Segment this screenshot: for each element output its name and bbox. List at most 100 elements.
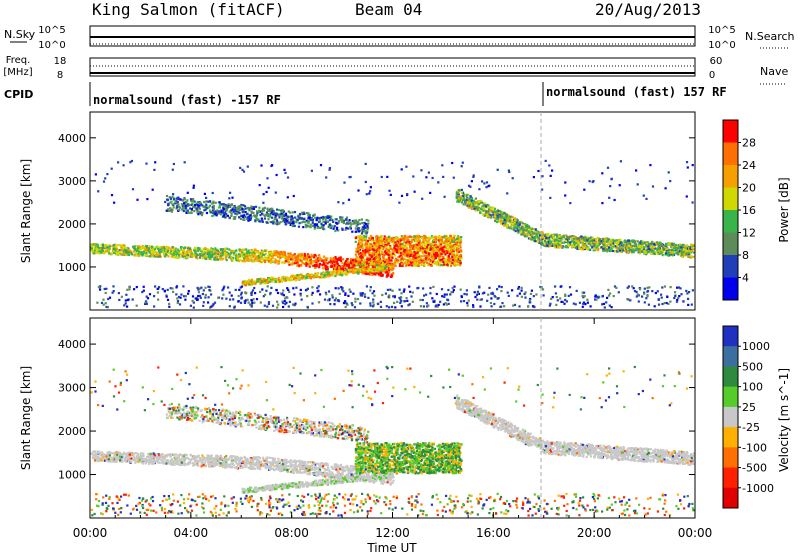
data-point: [673, 249, 676, 252]
data-point: [391, 249, 394, 252]
data-point: [439, 258, 442, 262]
data-point: [434, 247, 437, 250]
data-point: [198, 210, 201, 213]
data-point: [233, 204, 236, 208]
data-point: [249, 214, 252, 217]
data-point: [243, 257, 246, 260]
data-point: [254, 205, 258, 208]
data-point: [177, 203, 180, 206]
data-point: [266, 221, 269, 224]
data-point: [283, 251, 286, 254]
data-point: [677, 245, 680, 248]
data-point: [288, 255, 291, 258]
data-point: [94, 252, 97, 255]
data-point: [389, 275, 393, 278]
data-point: [420, 245, 423, 248]
data-point: [241, 260, 244, 263]
data-point: [441, 258, 444, 261]
data-point: [237, 253, 240, 256]
data-point: [228, 248, 231, 251]
data-point: [502, 224, 505, 227]
data-point: [463, 197, 466, 200]
data-point: [243, 217, 246, 220]
data-point: [99, 251, 102, 254]
data-point: [381, 247, 384, 250]
data-point: [145, 254, 148, 257]
data-point: [390, 269, 394, 272]
data-point: [334, 274, 337, 278]
data-point: [296, 258, 299, 261]
data-point: [416, 240, 419, 243]
data-point: [249, 218, 252, 221]
data-point: [677, 246, 680, 249]
nsky-right-tick-high: 10^5: [708, 25, 735, 36]
data-point: [386, 270, 389, 273]
data-point: [334, 257, 337, 260]
data-point: [612, 246, 615, 249]
data-point: [115, 252, 118, 255]
data-point: [308, 265, 311, 268]
data-point: [203, 209, 206, 212]
data-point: [556, 237, 559, 240]
data-point: [361, 261, 364, 264]
data-point: [301, 254, 304, 257]
data-point: [315, 224, 318, 227]
data-point: [148, 245, 151, 248]
data-point: [547, 240, 550, 243]
data-point: [323, 255, 326, 258]
nsky-panel: N.Sky 10^5 10^0 10^5 10^0 N.Search: [4, 25, 795, 51]
data-point: [618, 238, 621, 242]
data-point: [456, 260, 459, 263]
data-point: [179, 248, 182, 251]
data-point: [328, 216, 331, 219]
data-point: [265, 211, 269, 214]
data-point: [112, 247, 115, 250]
data-point: [158, 249, 161, 252]
data-point: [197, 206, 200, 209]
data-point: [269, 221, 272, 224]
data-point: [307, 214, 310, 217]
data-point: [298, 254, 301, 257]
data-point: [205, 204, 208, 207]
data-point: [378, 263, 381, 267]
data-point: [158, 251, 161, 254]
data-point: [349, 268, 352, 271]
data-point: [219, 257, 223, 260]
data-point: [566, 246, 569, 249]
data-point: [539, 235, 542, 238]
data-point: [658, 252, 661, 256]
data-point: [388, 269, 391, 272]
data-point: [363, 224, 366, 227]
data-point: [269, 277, 272, 280]
data-point: [352, 259, 355, 262]
data-point: [170, 255, 173, 258]
data-point: [629, 245, 632, 248]
data-point: [305, 219, 308, 222]
data-point: [291, 218, 294, 221]
data-point: [575, 241, 578, 244]
data-point: [271, 278, 274, 281]
data-point: [202, 206, 205, 209]
data-point: [387, 249, 390, 252]
data-point: [196, 204, 199, 207]
data-point: [559, 243, 562, 246]
data-point: [335, 273, 338, 276]
data-point: [438, 264, 441, 267]
data-point: [323, 275, 326, 278]
data-point: [325, 219, 328, 222]
data-point: [451, 255, 454, 258]
data-point: [371, 247, 374, 250]
data-point: [236, 257, 239, 260]
data-point: [336, 270, 339, 273]
data-point: [515, 218, 518, 221]
data-point: [218, 212, 221, 215]
data-point: [280, 277, 283, 280]
data-point: [215, 214, 218, 217]
data-point: [529, 230, 532, 233]
data-point: [332, 257, 335, 260]
data-point: [458, 245, 461, 248]
data-point: [420, 261, 423, 264]
data-point: [405, 251, 408, 254]
data-point: [360, 254, 363, 257]
data-point: [515, 221, 518, 224]
